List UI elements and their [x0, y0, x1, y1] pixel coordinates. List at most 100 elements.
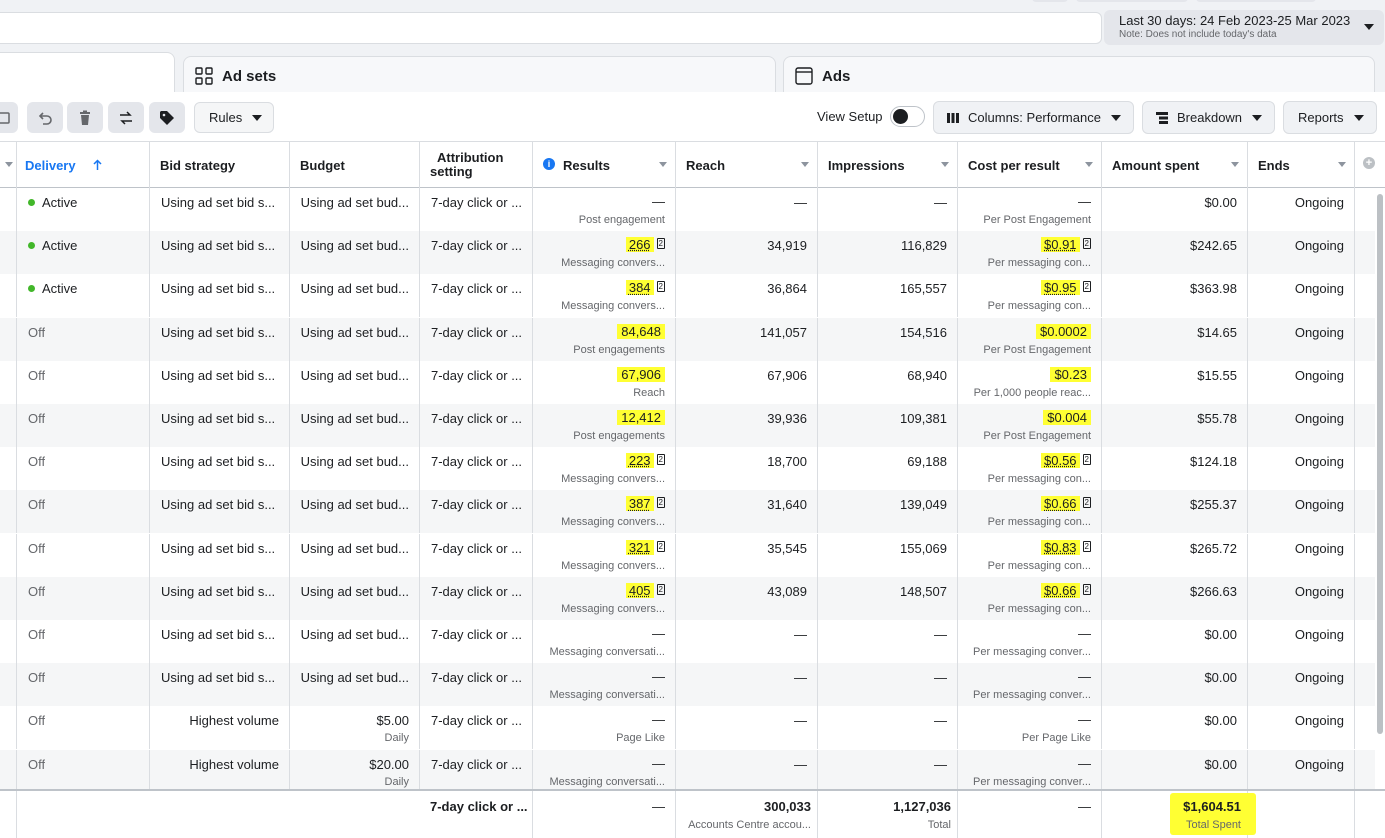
tag-button[interactable] — [149, 102, 185, 133]
header-budget[interactable]: Budget — [290, 142, 420, 188]
table-row[interactable]: Off Using ad set bid s... Using ad set bud… — [0, 663, 1385, 707]
cell-bid: Using ad set bid s... — [150, 490, 290, 534]
table-row[interactable]: Active Using ad set bid s... Using ad set … — [0, 188, 1385, 231]
footer-results-value: — — [652, 799, 665, 814]
cell-results-value: — — [652, 626, 665, 641]
date-range-picker[interactable]: Last 30 days: 24 Feb 2023-25 Mar 2023 No… — [1104, 10, 1384, 45]
tab-ad-sets[interactable]: Ad sets — [183, 56, 776, 94]
cell-delivery: Off — [17, 404, 150, 447]
breakdown-icon — [1156, 111, 1168, 124]
header-amount-spent[interactable]: Amount spent — [1102, 142, 1248, 188]
cell-ends: Ongoing — [1248, 749, 1355, 793]
cell-impressions-value: 154,516 — [900, 324, 947, 340]
table-row[interactable]: Off Using ad set bid s... Using ad set bud… — [0, 317, 1385, 361]
table-row[interactable]: Off Using ad set bid s... Using ad set bud… — [0, 447, 1385, 491]
table-row[interactable]: Off Using ad set bid s... Using ad set bud… — [0, 576, 1385, 620]
columns-dropdown[interactable]: Columns: Performance — [933, 101, 1134, 134]
table-row[interactable]: Off Using ad set bid s... Using ad set bud… — [0, 490, 1385, 534]
table-row[interactable]: Off Using ad set bid s... Using ad set bud… — [0, 360, 1385, 404]
table-row[interactable]: Active Using ad set bid s... Using ad set … — [0, 274, 1385, 318]
chevron-down-icon[interactable] — [801, 162, 809, 167]
chevron-down-icon[interactable] — [1338, 162, 1346, 167]
cell-spent-value: $0.00 — [1204, 195, 1237, 210]
delete-button[interactable] — [67, 102, 103, 133]
rules-dropdown[interactable]: Rules — [194, 102, 274, 133]
table-row[interactable]: Active Using ad set bid s... Using ad set … — [0, 231, 1385, 275]
highlighted-value: 387 — [625, 496, 654, 512]
table-row[interactable]: Off Using ad set bid s... Using ad set bud… — [0, 533, 1385, 577]
cell-ends: Ongoing — [1248, 576, 1355, 620]
ab-test-button[interactable] — [108, 102, 144, 133]
view-setup-toggle[interactable] — [890, 106, 925, 127]
cell-edge — [0, 447, 17, 491]
search-filter-bar[interactable] — [0, 12, 1102, 44]
cell-budget: $20.00 Daily — [290, 749, 420, 793]
reports-dropdown[interactable]: Reports — [1283, 101, 1377, 134]
tab-ads[interactable]: Ads — [783, 56, 1375, 94]
header-bid-strategy[interactable]: Bid strategy — [150, 142, 290, 188]
footer-ends — [1248, 791, 1355, 838]
delivery-status: Off — [28, 713, 46, 729]
info-icon[interactable]: i — [543, 158, 555, 170]
header-reach[interactable]: Reach — [676, 142, 818, 188]
table-row[interactable]: Off Using ad set bid s... Using ad set bud… — [0, 404, 1385, 447]
cell-ends-value: Ongoing — [1294, 627, 1344, 642]
chevron-down-icon[interactable] — [659, 162, 667, 167]
table-row[interactable]: Off Highest volume $5.00 Daily 7-day click o… — [0, 706, 1385, 750]
header-cost-per-result[interactable]: Cost per result — [958, 142, 1102, 188]
cell-results-value: — — [652, 194, 665, 209]
undo-button[interactable] — [27, 102, 63, 133]
cell-bid-value: Using ad set bid s... — [161, 367, 276, 383]
cell-bid-value: Using ad set bid s... — [161, 411, 276, 426]
cell-cpr-value: $0.66 2 — [1041, 496, 1091, 512]
cell-impressions: 139,049 — [818, 490, 958, 534]
cell-attr-value: 7-day click or ... — [431, 324, 523, 340]
chevron-down-icon — [1110, 114, 1121, 121]
top-button-edge[interactable] — [1076, 0, 1188, 2]
ad-sets-icon — [195, 67, 213, 85]
header-results[interactable]: i Results — [533, 142, 676, 188]
cell-spent-value: $265.72 — [1190, 540, 1237, 556]
tab-campaigns[interactable] — [0, 52, 175, 96]
cell-spent: $124.18 — [1102, 447, 1248, 491]
chevron-down-icon[interactable] — [1085, 162, 1093, 167]
breakdown-dropdown[interactable]: Breakdown — [1142, 101, 1275, 134]
header-impressions[interactable]: Impressions — [818, 142, 958, 188]
header-ends[interactable]: Ends — [1248, 142, 1355, 188]
footer-impressions-sub: Total — [927, 819, 951, 831]
header-results-label: Results — [563, 158, 610, 173]
chevron-down-icon[interactable] — [941, 162, 949, 167]
cell-spent-value: $242.65 — [1190, 238, 1237, 254]
cell-results: 266 2 Messaging convers... — [533, 231, 676, 275]
highlighted-value: 12,412 — [617, 410, 665, 425]
table-row[interactable]: Off Using ad set bid s... Using ad set bud… — [0, 620, 1385, 663]
cell-results: — Messaging conversati... — [533, 620, 676, 663]
cell-cpr-subtitle: Per messaging con... — [987, 473, 1091, 486]
cell-attr: 7-day click or ... — [420, 360, 533, 404]
top-button-edge[interactable] — [1196, 0, 1316, 2]
cell-results: 387 2 Messaging convers... — [533, 490, 676, 534]
delivery-status: Off — [28, 324, 46, 340]
header-amount-spent-label: Amount spent — [1112, 158, 1200, 173]
table-row[interactable]: Off Highest volume $20.00 Daily 7-day click … — [0, 749, 1385, 793]
cell-attr-value: 7-day click or ... — [431, 756, 523, 772]
cell-reach: — — [676, 188, 818, 231]
vertical-scrollbar[interactable] — [1375, 189, 1385, 789]
add-column-button[interactable]: + — [1355, 142, 1385, 188]
cell-cpr: $0.83 2 Per messaging con... — [958, 533, 1102, 577]
cell-attr-value: 7-day click or ... — [431, 195, 523, 210]
header-delivery[interactable]: Delivery — [17, 142, 150, 188]
cell-ends: Ongoing — [1248, 447, 1355, 491]
footnote-marker: 2 — [1082, 583, 1091, 595]
scrollbar-thumb[interactable] — [1377, 194, 1383, 734]
cell-impressions: 154,516 — [818, 317, 958, 361]
cell-results: — Post engagement — [533, 188, 676, 231]
cell-results-value: — — [652, 669, 665, 685]
cell-spent-value: $255.37 — [1190, 497, 1237, 513]
cell-reach-value: — — [794, 195, 807, 210]
header-attribution-setting[interactable]: Attribution setting — [420, 142, 533, 188]
duplicate-button[interactable] — [0, 102, 18, 133]
top-button-edge[interactable] — [1032, 0, 1068, 2]
header-attribution-line2: setting — [430, 164, 473, 179]
chevron-down-icon[interactable] — [1231, 162, 1239, 167]
